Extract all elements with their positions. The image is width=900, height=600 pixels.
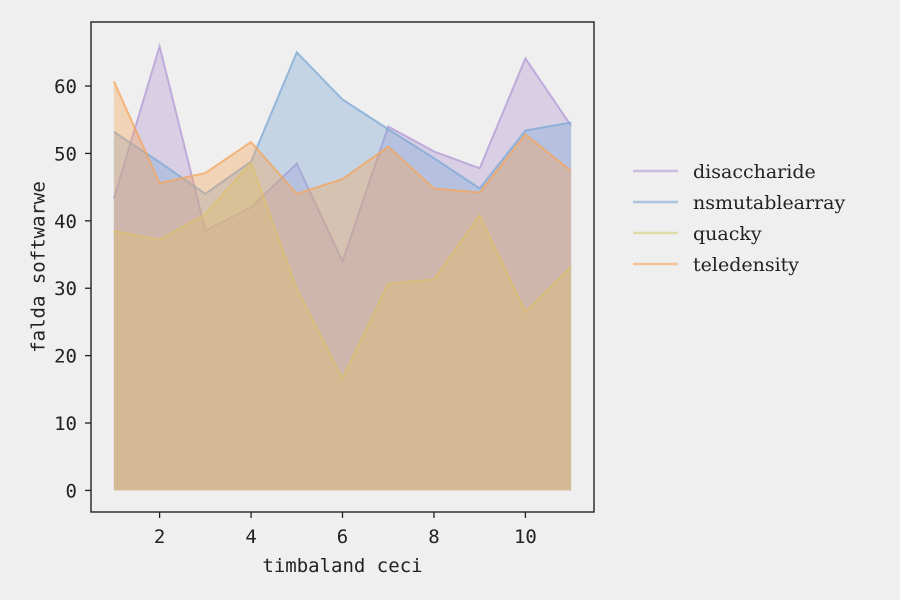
x-tick-label: 6 [337, 526, 348, 548]
series-line-disaccharide [112, 42, 572, 264]
y-axis-label: falda softwarwe [28, 181, 50, 353]
legend-label-disaccharide: disaccharide [693, 161, 816, 183]
plot-area [91, 22, 594, 512]
series-area-quacky [113, 162, 572, 491]
x-tick-label: 4 [245, 526, 256, 548]
y-tick-label: 60 [54, 76, 77, 98]
x-tick-label: 2 [154, 526, 165, 548]
y-tick-label: 50 [54, 143, 77, 165]
series-area-teledensity [113, 81, 572, 491]
x-tick-label: 10 [514, 526, 537, 548]
legend: disaccharide nsmutablearray quacky teledens… [633, 161, 846, 276]
y-tick-label: 10 [54, 413, 77, 435]
legend-label-quacky: quacky [693, 223, 762, 245]
x-tick-label: 8 [428, 526, 439, 548]
y-tick-label: 30 [54, 278, 77, 300]
series-line-teledensity [112, 80, 572, 196]
legend-label-nsmutablearray: nsmutablearray [693, 192, 846, 214]
series-line-quacky [113, 160, 572, 381]
series-area-disaccharide [113, 46, 572, 491]
y-tick-label: 0 [66, 480, 77, 502]
series-line-nsmutablearray [113, 50, 572, 196]
y-tick-label: 40 [54, 211, 77, 233]
x-axis-label: timbaland ceci [262, 555, 422, 577]
series-area-nsmutablearray [113, 52, 572, 491]
axes: 2 4 6 8 10 0 10 20 30 40 50 60 [54, 21, 595, 548]
legend-label-teledensity: teledensity [693, 254, 799, 276]
y-tick-label: 20 [54, 346, 77, 368]
